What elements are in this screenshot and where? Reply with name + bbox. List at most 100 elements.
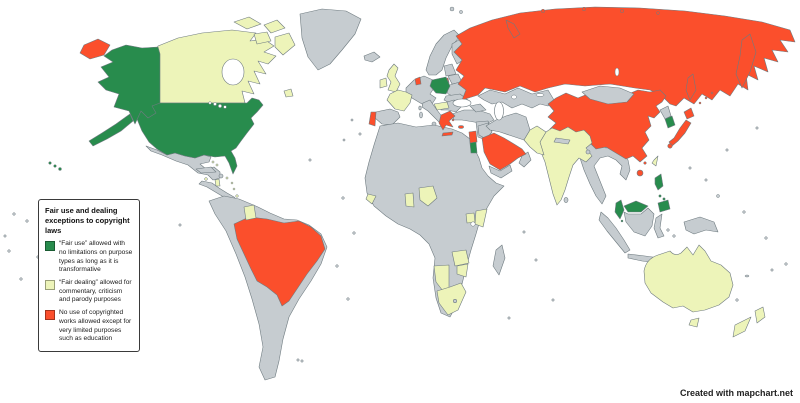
arctic-island-1[interactable] (233, 16, 262, 30)
country-guyana[interactable] (243, 204, 257, 221)
no-use-swatch (45, 310, 55, 321)
country-russia[interactable] (453, 6, 796, 107)
country-greenland[interactable] (299, 8, 362, 71)
map-legend: Fair use and dealing exceptions to copyr… (38, 199, 140, 352)
country-australia[interactable] (643, 244, 734, 313)
country-united-kingdom[interactable] (386, 63, 401, 93)
island-kyushu[interactable] (667, 143, 673, 149)
legend-item-fair-use: “Fair use” allowed with no limitations o… (45, 240, 133, 275)
colored-countries (48, 6, 796, 338)
nz-south-island[interactable] (732, 316, 752, 338)
country-cyprus[interactable] (458, 125, 464, 129)
country-madagascar[interactable] (492, 244, 506, 276)
country-caucasus[interactable] (469, 103, 487, 113)
fair-dealing-swatch (45, 280, 55, 291)
country-iceland[interactable] (363, 51, 381, 63)
country-zambia[interactable] (451, 249, 470, 267)
arctic-island-baffin[interactable] (274, 32, 296, 56)
country-bahamas-2[interactable] (215, 163, 219, 167)
arctic-island-3[interactable] (253, 31, 272, 45)
country-india[interactable] (539, 126, 593, 206)
region-malay-peninsula[interactable] (614, 199, 625, 220)
country-bahamas[interactable] (211, 160, 215, 164)
country-sierra-leone[interactable] (365, 193, 377, 205)
country-hungary[interactable] (433, 101, 450, 111)
country-belize[interactable] (214, 178, 221, 187)
island-mindanao[interactable] (657, 199, 671, 213)
country-zimbabwe[interactable] (456, 263, 469, 278)
legend-item-no-use: No use of copyrighted works allowed exce… (45, 309, 133, 344)
country-portugal[interactable] (368, 111, 377, 127)
nz-north-island[interactable] (754, 306, 766, 324)
region-chukotka[interactable] (79, 38, 111, 60)
island-new-guinea[interactable] (683, 216, 719, 235)
country-mongolia[interactable] (581, 85, 635, 105)
country-france[interactable] (386, 89, 413, 112)
island-sulawesi[interactable] (653, 213, 665, 239)
lake-balkhash (535, 93, 545, 97)
country-uganda[interactable] (465, 212, 476, 224)
island-novaya-zemlya[interactable] (505, 19, 521, 39)
country-united-states[interactable] (132, 97, 264, 175)
country-kenya[interactable] (474, 208, 488, 228)
island-borneo-south[interactable] (623, 207, 655, 237)
country-lebanon[interactable] (468, 130, 478, 144)
country-poland[interactable] (429, 76, 451, 95)
country-ireland[interactable] (379, 77, 388, 89)
country-singapore[interactable] (620, 219, 624, 223)
country-israel[interactable] (469, 141, 478, 154)
country-ghana[interactable] (404, 192, 415, 208)
lake-baikal (614, 67, 620, 77)
country-norway-sweden[interactable] (425, 29, 461, 76)
country-nigeria[interactable] (418, 185, 438, 207)
island-hispaniola[interactable] (218, 173, 224, 179)
country-saudi-arabia[interactable] (481, 132, 527, 171)
island-hokkaido[interactable] (683, 107, 695, 120)
country-pakistan[interactable] (523, 125, 547, 156)
country-oman[interactable] (518, 151, 532, 168)
great-lake-4 (208, 101, 212, 105)
island-crete[interactable] (441, 131, 454, 137)
region-aleutians[interactable] (88, 113, 134, 147)
country-lesotho[interactable] (452, 298, 457, 303)
country-turkey[interactable] (451, 109, 495, 125)
arctic-island-2[interactable] (263, 19, 286, 34)
island-sardinia[interactable] (419, 111, 423, 119)
peninsula-kamchatka[interactable] (735, 33, 757, 89)
island-sumatra[interactable] (598, 211, 631, 254)
country-south-korea[interactable] (664, 115, 676, 129)
legend-item-fair-dealing: “Fair dealing” allowed for commentary, c… (45, 279, 133, 305)
island-tasmania[interactable] (688, 317, 700, 328)
country-spain[interactable] (374, 108, 401, 126)
country-yemen[interactable] (488, 164, 513, 179)
caribbean-islands (225, 176, 239, 198)
island-luzon[interactable] (654, 173, 664, 191)
region-hong-kong[interactable] (643, 161, 647, 165)
country-south-africa[interactable] (436, 282, 467, 316)
country-cuba[interactable] (195, 166, 217, 174)
island-sri-lanka[interactable] (563, 197, 569, 203)
country-greece[interactable] (438, 110, 456, 131)
country-jamaica[interactable] (204, 177, 208, 181)
arctic-islands-russia (540, 6, 714, 105)
country-denmark[interactable] (414, 76, 422, 86)
island-aegean[interactable] (451, 118, 455, 122)
region-alaska[interactable] (97, 44, 161, 125)
island-hainan[interactable] (636, 169, 644, 177)
island-sakhalin[interactable] (685, 73, 697, 101)
island-newfoundland[interactable] (283, 88, 294, 98)
island-corsica[interactable] (418, 105, 422, 111)
country-brazil[interactable] (233, 216, 326, 307)
country-bangladesh[interactable] (585, 149, 591, 155)
country-north-korea[interactable] (659, 105, 672, 120)
fair-use-swatch (45, 241, 55, 252)
region-borneo-north[interactable] (623, 200, 649, 213)
country-taiwan[interactable] (651, 155, 659, 167)
country-nepal[interactable] (553, 137, 571, 145)
island-visayas[interactable] (658, 194, 662, 198)
island-visayas-2[interactable] (662, 197, 666, 201)
country-baltics[interactable] (443, 63, 457, 77)
legend-label-fair-use: “Fair use” allowed with no limitations o… (59, 240, 133, 274)
island-honshu[interactable] (668, 119, 692, 147)
